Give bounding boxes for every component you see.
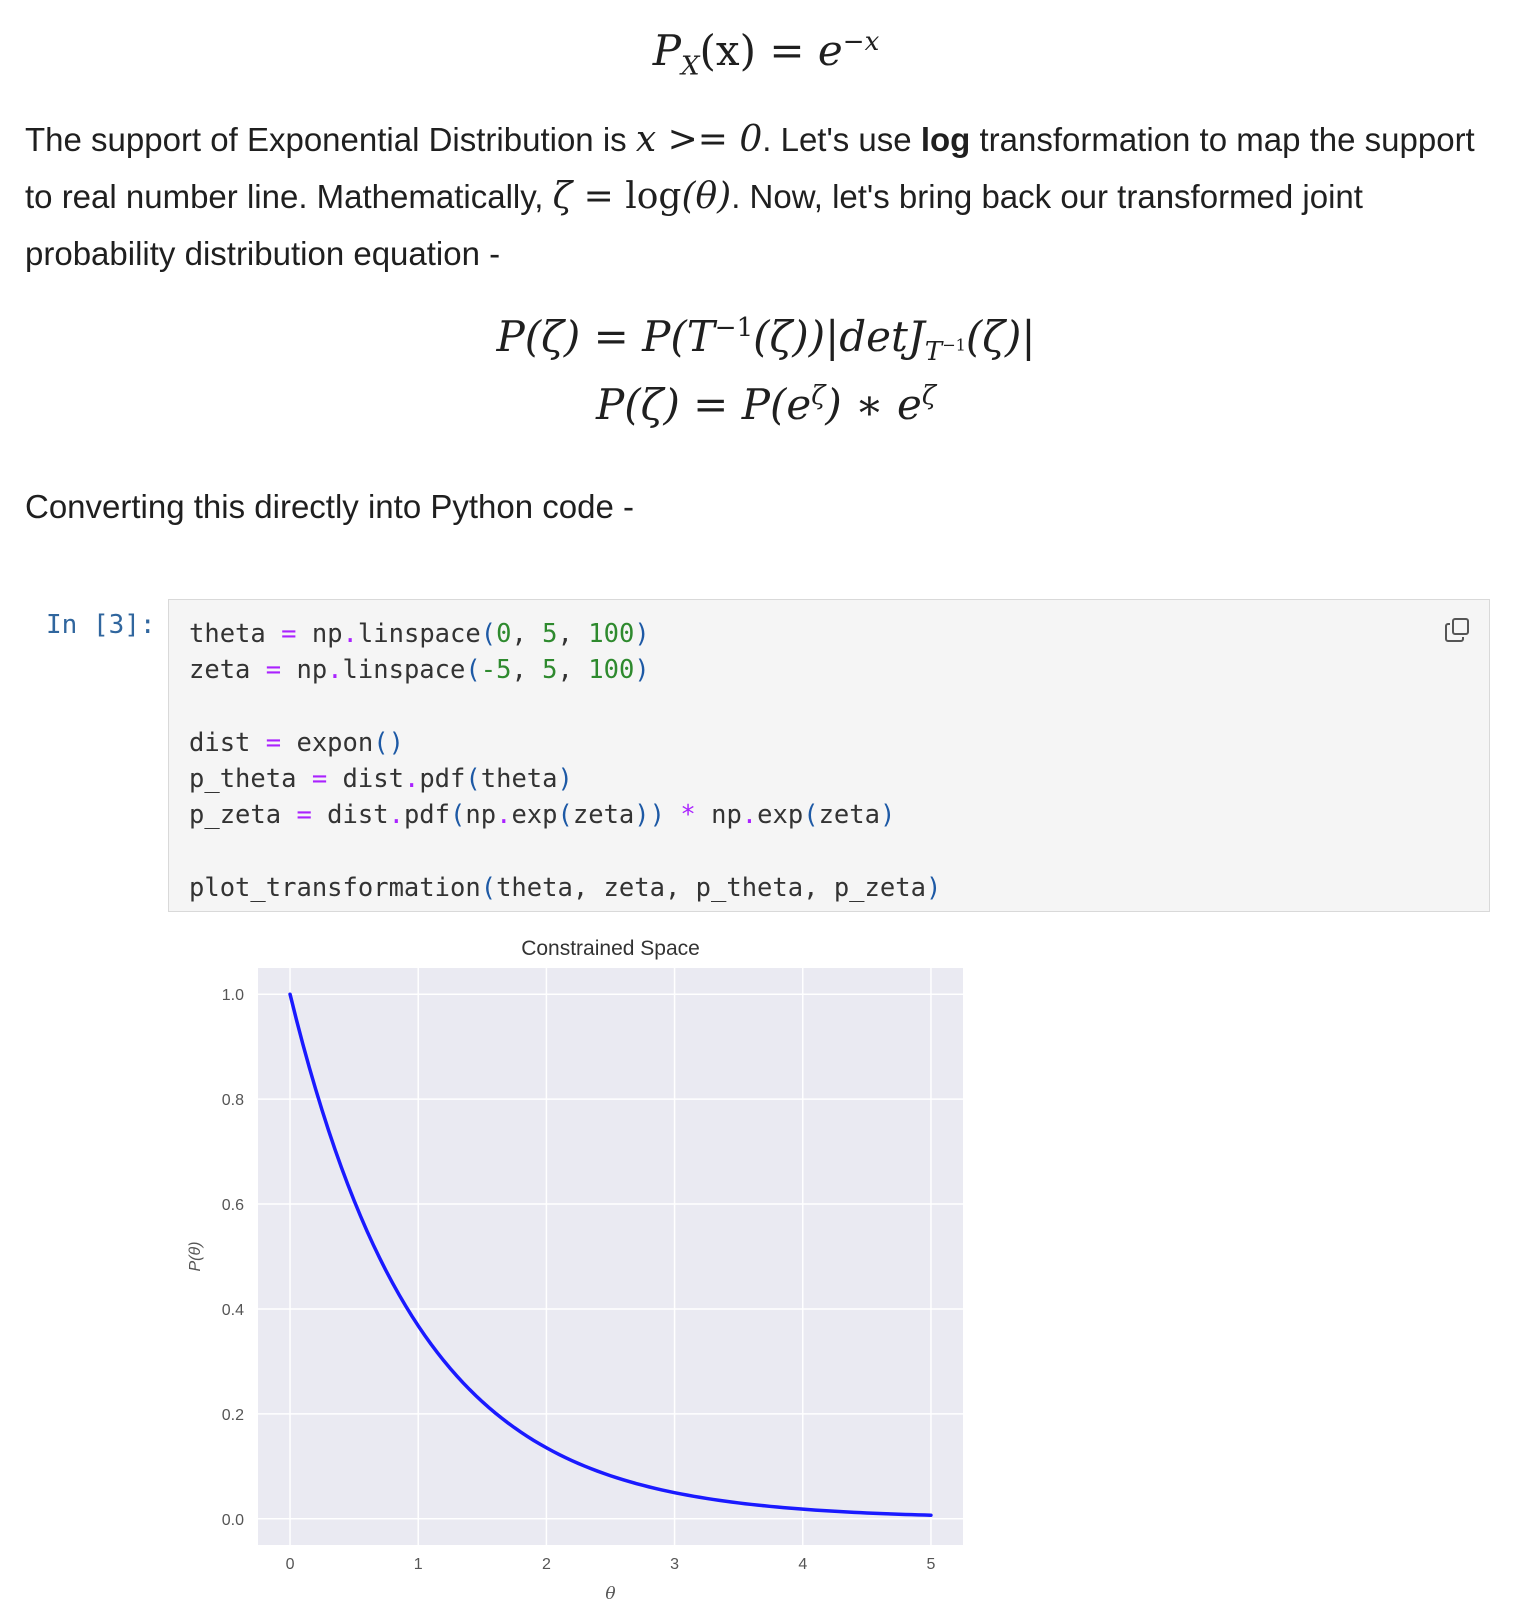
y-axis-label: P(θ) — [187, 1241, 204, 1271]
x-tick-label: 5 — [927, 1556, 936, 1573]
y-tick-label: 1.0 — [222, 987, 244, 1004]
cell-prompt: In [3]: — [46, 610, 156, 640]
code-line-6: p_zeta = dist.pdf(np.exp(zeta)) * np.exp… — [189, 800, 896, 831]
y-tick-label: 0.2 — [222, 1407, 244, 1424]
y-tick-label: 0.6 — [222, 1197, 244, 1214]
code-line-4: dist = expon() — [189, 727, 404, 758]
code-block[interactable]: theta = np.linspace(0, 5, 100) zeta = np… — [189, 616, 941, 906]
x-tick-label: 4 — [798, 1556, 807, 1573]
x-axis-label: θ — [605, 1584, 615, 1604]
y-tick-label: 0.4 — [222, 1302, 244, 1319]
code-line-5: p_theta = dist.pdf(theta) — [189, 764, 573, 795]
support-paragraph: The support of Exponential Distribution … — [25, 119, 1475, 272]
code-line-2: zeta = np.linspace(-5, 5, 100) — [189, 655, 650, 686]
x-tick-label: 0 — [286, 1556, 295, 1573]
x-tick-label: 1 — [414, 1556, 423, 1573]
equation-exponent: −x — [842, 27, 880, 57]
x-tick-label: 3 — [670, 1556, 679, 1573]
code-line-1: theta = np.linspace(0, 5, 100) — [189, 619, 650, 649]
chart-svg: 0 1 2 3 4 5 0.0 0.2 0.4 0.6 0.8 1.0 Constrained Spac… — [187, 937, 963, 1604]
equation-exponential-pdf: PX(x) = e−x — [652, 26, 880, 82]
equation-simplified: P(ζ) = P(eζ) ∗ eζ — [596, 380, 936, 429]
y-tick-label: 0.8 — [222, 1092, 244, 1109]
bold-log: log — [920, 121, 971, 158]
code-line-8: plot_transformation(theta, zeta, p_theta… — [189, 873, 942, 904]
series-line-exp — [288, 992, 933, 1517]
plot-background — [258, 968, 963, 1545]
equation-jacobian: P(ζ) = P(T−1(ζ))|detJT−1(ζ)| — [496, 312, 1036, 368]
converting-paragraph: Converting this directly into Python cod… — [25, 488, 634, 525]
chart-title: Constrained Space — [521, 937, 700, 960]
inline-math-zeta: ζ — [552, 176, 573, 217]
code-cell[interactable]: theta = np.linspace(0, 5, 100) zeta = np… — [168, 599, 1490, 912]
copy-icon[interactable] — [1443, 616, 1471, 644]
x-tick-label: 2 — [542, 1556, 551, 1573]
y-tick-label: 0.0 — [222, 1512, 244, 1529]
equation-subscript: X — [680, 51, 700, 82]
inline-math-support: x >= 0 — [635, 119, 763, 160]
constrained-space-chart: 0 1 2 3 4 5 0.0 0.2 0.4 0.6 0.8 1.0 Constrained Spac… — [160, 925, 1000, 1614]
